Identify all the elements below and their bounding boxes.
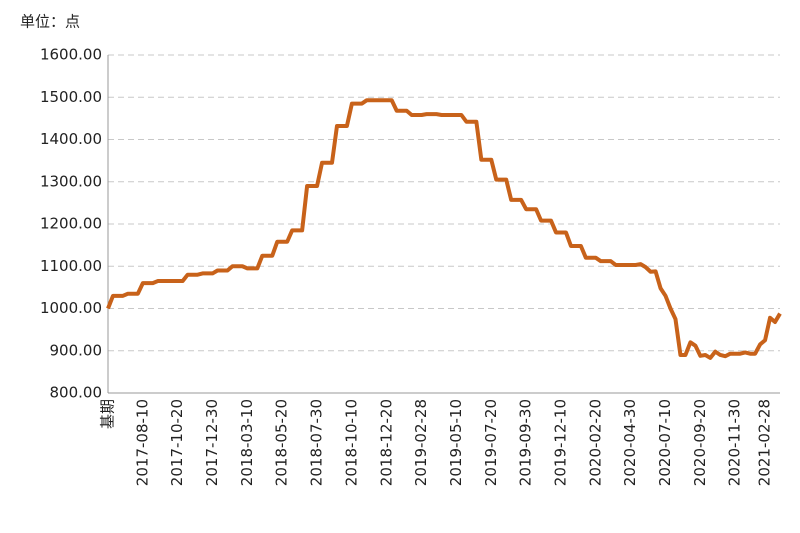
- x-tick-label: 2020-04-30: [621, 399, 639, 486]
- x-tick-label: 2017-08-10: [133, 399, 151, 486]
- y-tick-label: 1200.00: [40, 215, 102, 233]
- x-tick-label: 2017-10-20: [168, 399, 186, 486]
- x-tick-label: 2020-02-20: [586, 399, 604, 486]
- y-tick-label: 800.00: [50, 384, 103, 402]
- y-tick-label: 1300.00: [40, 172, 102, 190]
- x-tick-label: 基期: [99, 399, 117, 429]
- y-tick-label: 1600.00: [40, 46, 102, 64]
- y-tick-label: 1100.00: [40, 257, 102, 275]
- y-tick-label: 1500.00: [40, 88, 102, 106]
- x-tick-label: 2018-12-20: [377, 399, 395, 486]
- x-tick-label: 2019-09-30: [517, 399, 535, 486]
- y-tick-label: 1000.00: [40, 299, 102, 317]
- x-tick-label: 2017-12-30: [203, 399, 221, 486]
- x-tick-label: 2018-05-20: [273, 399, 291, 486]
- x-tick-label: 2020-11-30: [726, 399, 744, 486]
- x-tick-label: 2018-07-30: [308, 399, 326, 486]
- x-tick-label: 2019-12-10: [551, 399, 569, 486]
- x-tick-label: 2018-03-10: [238, 399, 256, 486]
- data-line: [106, 98, 782, 360]
- unit-label: 单位：点: [20, 13, 80, 31]
- x-tick-label: 2020-09-20: [691, 399, 709, 486]
- x-tick-label: 2019-05-10: [447, 399, 465, 486]
- x-tick-label: 2019-02-28: [412, 399, 430, 486]
- x-tick-label: 2018-10-10: [342, 399, 360, 486]
- y-tick-label: 900.00: [50, 341, 103, 359]
- y-tick-label: 1400.00: [40, 130, 102, 148]
- x-tick-label: 2021-02-28: [756, 399, 774, 486]
- x-tick-label: 2019-07-20: [482, 399, 500, 486]
- x-tick-label: 2020-07-10: [656, 399, 674, 486]
